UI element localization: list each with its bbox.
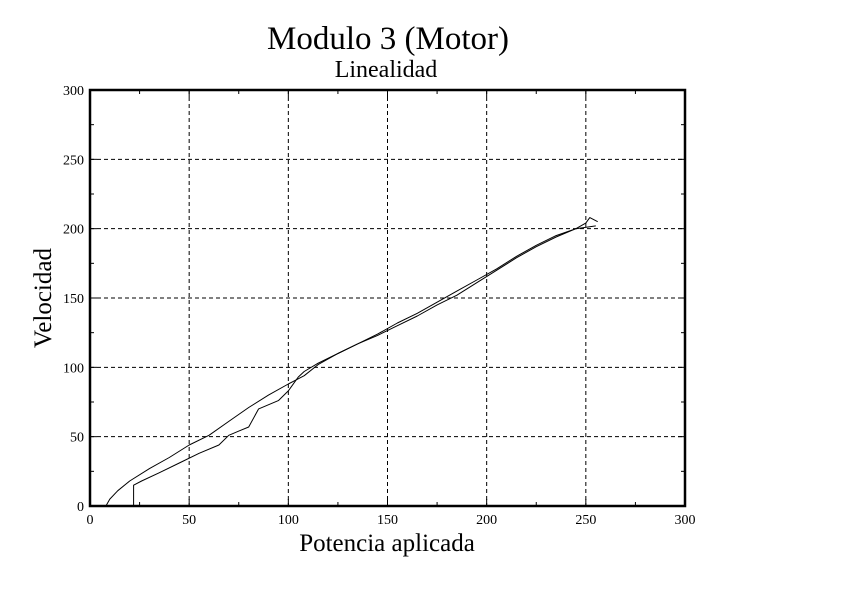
- y-tick-label: 50: [70, 431, 84, 446]
- x-tick-label: 200: [476, 513, 497, 528]
- series-line-2: [105, 217, 598, 507]
- y-tick-label: 300: [63, 84, 84, 99]
- y-tick-label: 0: [77, 500, 84, 515]
- series-group: [105, 217, 598, 507]
- grid: [90, 90, 685, 506]
- y-tick-label: 250: [63, 153, 84, 168]
- tick-labels: 0 50 100 150 200 250 300 0 50 100 150 200 250 300: [63, 84, 696, 528]
- x-tick-label: 250: [575, 513, 596, 528]
- y-tick-label: 150: [63, 292, 84, 307]
- y-tick-label: 100: [63, 361, 84, 376]
- y-tick-label: 200: [63, 223, 84, 238]
- y-axis-title: Velocidad: [30, 248, 57, 348]
- x-tick-label: 150: [377, 513, 398, 528]
- x-tick-label: 50: [182, 513, 196, 528]
- plot-frame: [88, 88, 687, 508]
- x-tick-label: 100: [278, 513, 299, 528]
- chart-title: Modulo 3 (Motor): [267, 21, 509, 57]
- x-axis-title: Potencia aplicada: [299, 530, 475, 557]
- x-tick-label: 0: [87, 513, 94, 528]
- chart-subtitle: Linealidad: [335, 57, 438, 83]
- series-line-1: [133, 225, 596, 506]
- x-tick-label: 300: [675, 513, 696, 528]
